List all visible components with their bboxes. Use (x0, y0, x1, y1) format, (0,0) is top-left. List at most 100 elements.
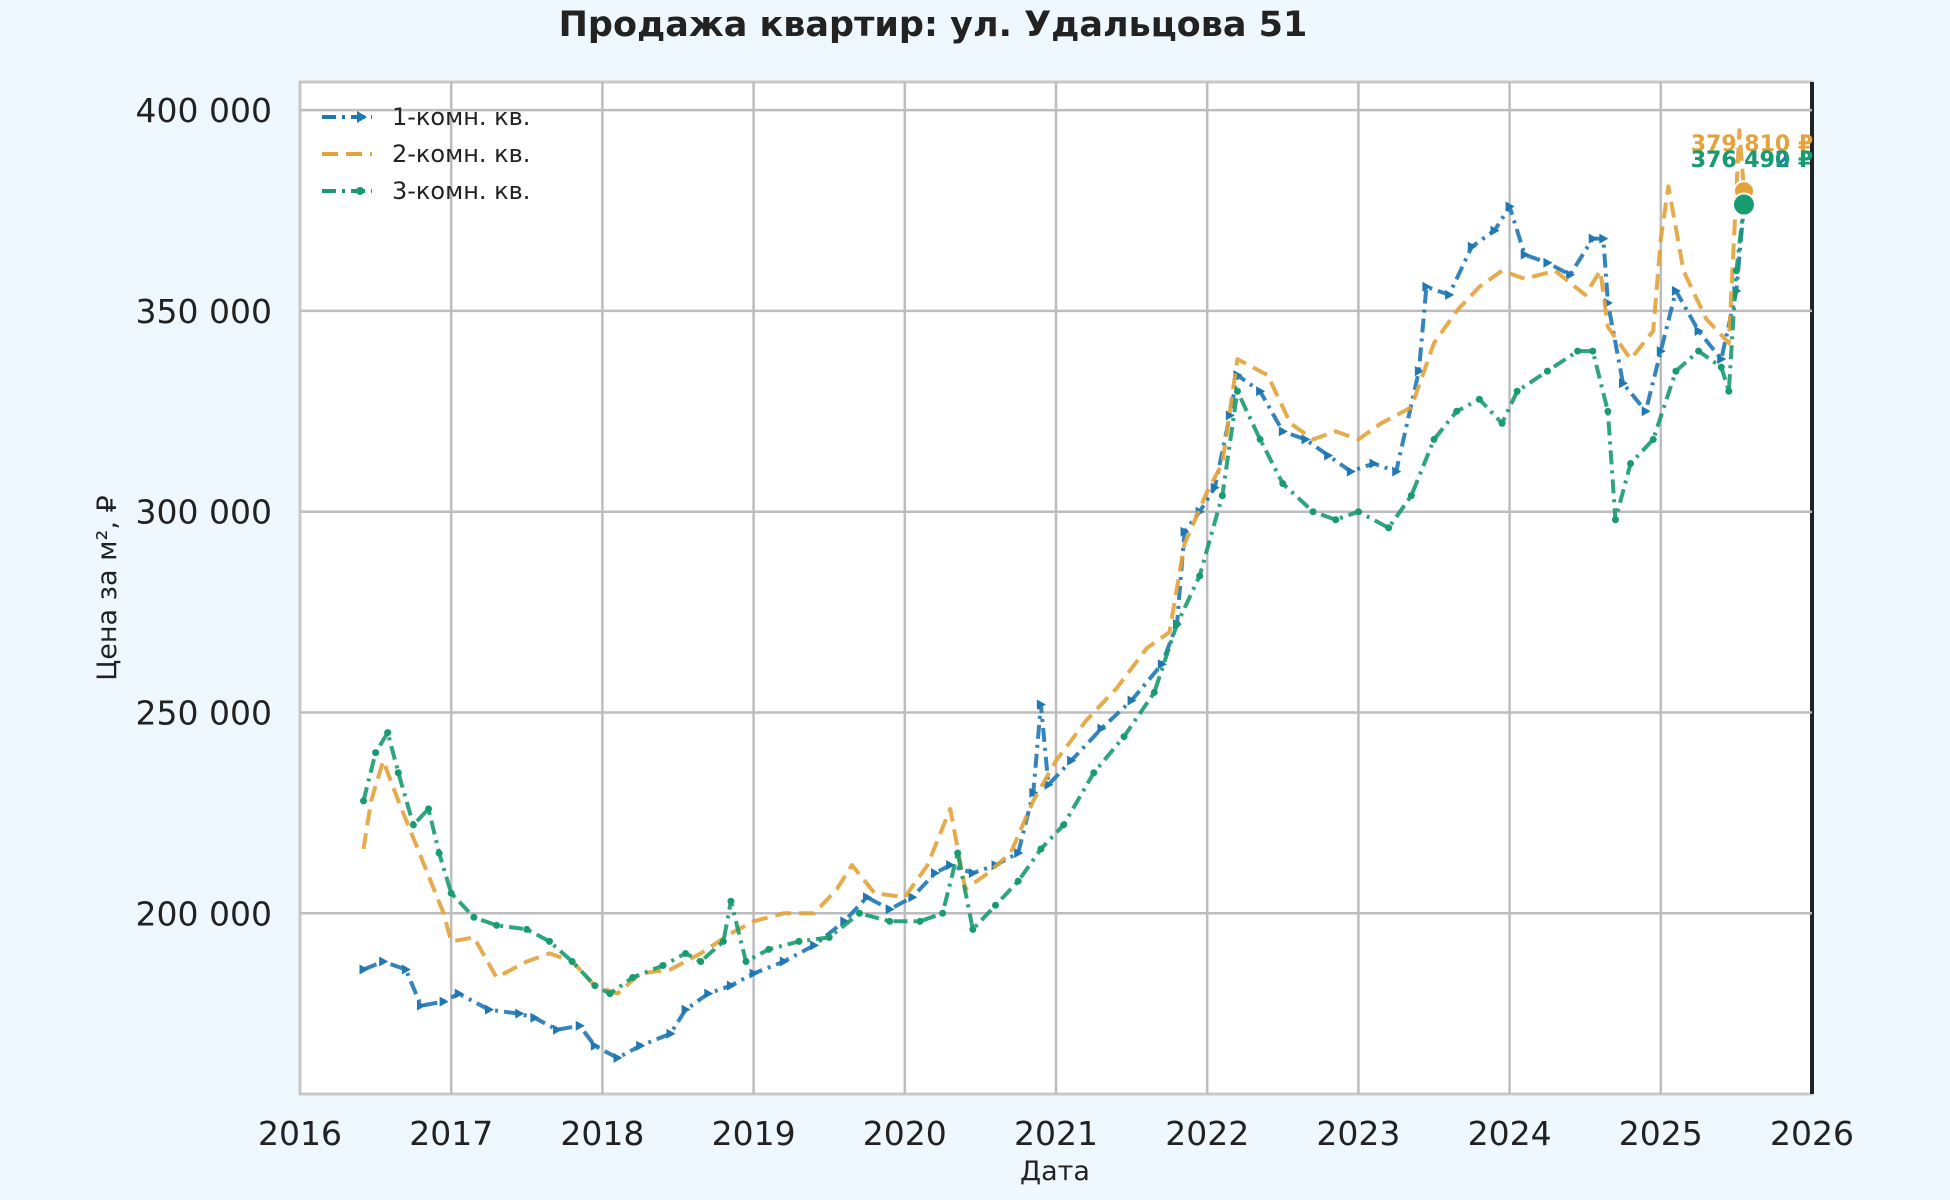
data-point (1672, 367, 1680, 375)
data-point (659, 961, 667, 969)
data-point (401, 964, 411, 975)
data-point (1256, 435, 1264, 443)
data-point (742, 957, 750, 965)
data-point (1157, 659, 1167, 670)
end-point-marker (1731, 192, 1756, 217)
data-point (1619, 378, 1628, 389)
y-tick-label: 350 000 (136, 292, 272, 331)
data-point (523, 925, 531, 933)
data-point (1717, 363, 1725, 371)
data-point (946, 860, 956, 871)
series-3 (360, 201, 1748, 998)
data-point (1589, 347, 1597, 355)
data-point (1574, 347, 1582, 355)
series-line (361, 128, 1746, 996)
legend-item-3: 3-комн. кв. (322, 177, 530, 205)
data-point (992, 901, 1000, 909)
data-point (1627, 460, 1635, 468)
data-point (1520, 249, 1530, 260)
data-point (359, 964, 369, 975)
data-point (372, 749, 380, 757)
data-point (1225, 410, 1235, 421)
data-point (545, 937, 553, 945)
data-point (530, 1012, 540, 1023)
data-point (1301, 434, 1311, 445)
data-point (1173, 620, 1181, 628)
data-point (931, 868, 941, 879)
data-point (1067, 755, 1077, 766)
data-point (666, 1028, 676, 1039)
data-point (1407, 492, 1415, 500)
data-point (1120, 733, 1128, 741)
data-point (1453, 407, 1461, 415)
x-axis-ticks: 2016 2017 2018 2019 2020 2021 2022 2023 2024 2025… (258, 1114, 1854, 1153)
data-point (568, 957, 576, 965)
data-point (1498, 419, 1506, 427)
legend: 1-комн. кв. 2-комн. кв. 3-комн. кв. (322, 103, 530, 205)
data-point (1127, 695, 1137, 706)
data-point (863, 892, 872, 903)
data-point (485, 1004, 494, 1015)
x-tick-label: 2022 (1165, 1114, 1249, 1153)
data-point (1180, 526, 1190, 537)
chart-title: Продажа квартир: ул. Удальцова 51 (559, 5, 1308, 45)
x-axis-label: Дата (1020, 1156, 1090, 1187)
data-point (360, 797, 368, 805)
data-point (1490, 225, 1500, 236)
data-point (379, 956, 389, 967)
data-point (384, 729, 392, 737)
data-point (575, 1020, 585, 1031)
data-point (636, 1040, 646, 1051)
data-point (1422, 281, 1432, 292)
data-point (727, 897, 735, 905)
x-tick-label: 2023 (1316, 1114, 1400, 1153)
data-point (1467, 241, 1477, 252)
data-point (704, 988, 714, 999)
data-point (1392, 466, 1402, 477)
data-point (795, 937, 803, 945)
data-point (1332, 516, 1340, 524)
end-markers: 376 492 ₽379 810 ₽376 490 ₽ (1691, 132, 1813, 217)
data-point (409, 821, 417, 829)
x-tick-label: 2019 (712, 1114, 796, 1153)
data-point (470, 913, 478, 921)
series-2 (361, 128, 1746, 996)
data-point (1279, 480, 1287, 488)
data-point (1256, 386, 1266, 397)
data-point (1641, 406, 1651, 417)
legend-item-1: 1-комн. кв. (322, 103, 530, 131)
data-point (1543, 367, 1551, 375)
data-point (1649, 435, 1657, 443)
data-point (916, 917, 924, 925)
y-axis-label: Цена за м², ₽ (92, 495, 123, 680)
data-point (425, 805, 433, 813)
data-point (681, 1004, 691, 1015)
data-point (553, 1024, 563, 1035)
data-point (1354, 508, 1362, 516)
data-point (515, 1008, 525, 1019)
data-point (1014, 848, 1024, 859)
data-point (1346, 466, 1356, 477)
data-point (1611, 516, 1619, 524)
data-point (1097, 723, 1107, 734)
data-point (493, 921, 501, 929)
data-point (1278, 426, 1288, 437)
data-point (1414, 366, 1424, 377)
data-point (1324, 450, 1334, 461)
legend-item-2: 2-комн. кв. (322, 140, 530, 168)
data-point (697, 957, 705, 965)
data-point (908, 892, 918, 903)
x-tick-label: 2026 (1770, 1114, 1854, 1153)
x-tick-label: 2020 (863, 1114, 947, 1153)
data-point (855, 909, 863, 917)
y-tick-label: 200 000 (136, 894, 272, 933)
data-point (969, 925, 977, 933)
data-point (1150, 688, 1158, 696)
data-point (1218, 492, 1226, 500)
data-point (1732, 267, 1740, 275)
y-tick-label: 300 000 (136, 493, 272, 532)
data-point (779, 956, 789, 967)
data-point (1695, 347, 1703, 355)
data-point (629, 974, 637, 982)
